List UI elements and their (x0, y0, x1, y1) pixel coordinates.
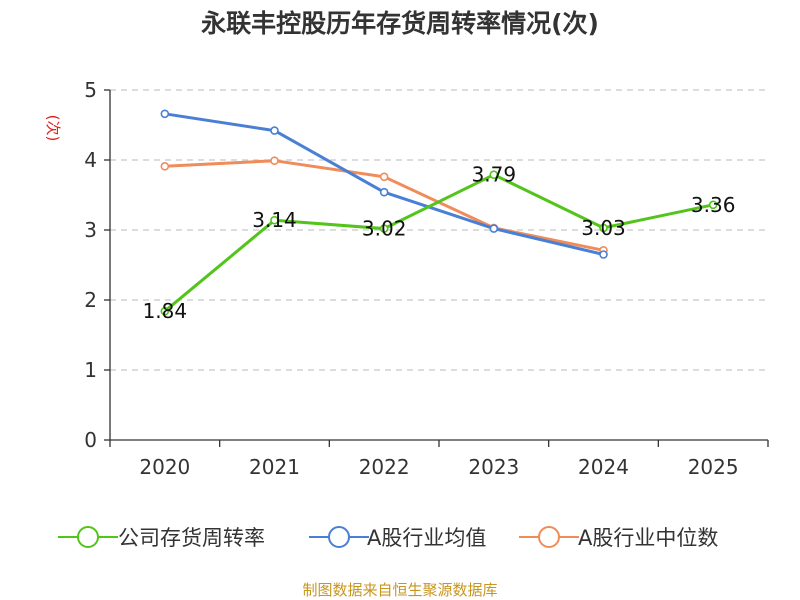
series-layer (160, 109, 718, 316)
y-tick-label-2: 2 (84, 288, 97, 312)
series-1-point-2023 (489, 224, 499, 233)
series-2 (160, 156, 608, 255)
x-tick-label-2025: 2025 (688, 455, 739, 479)
series-0-point-2023 (489, 170, 499, 179)
y-tick-label-3: 3 (84, 218, 97, 242)
y-axis-label: (次) (44, 115, 62, 142)
series-1-point-2020 (160, 109, 170, 119)
series-0-point-2025 (708, 200, 718, 210)
source-note: 制图数据来自恒生聚源数据库 (302, 581, 497, 599)
data-label-2025: 3.36 (691, 193, 736, 217)
series-1 (160, 109, 608, 259)
x-tick-label-2023: 2023 (468, 455, 519, 479)
legend-marker-1 (328, 526, 350, 548)
legend-label-2: A股行业中位数 (578, 526, 718, 550)
x-tick-label-2022: 2022 (359, 455, 410, 479)
series-0-point-2024 (599, 223, 608, 233)
grid-layer (110, 89, 768, 371)
x-tick-label-2024: 2024 (578, 455, 629, 479)
series-line-0 (163, 173, 714, 313)
y-tick-label-0: 0 (84, 428, 97, 452)
series-0-point-2022 (379, 224, 389, 233)
legend-item-1: A股行业均值 (309, 526, 486, 550)
legend: 公司存货周转率 A股行业均值 A股行业中位数 (58, 526, 718, 550)
legend-item-2: A股行业中位数 (519, 526, 718, 550)
chart-title: 永联丰控股历年存货周转率情况(次) (201, 9, 599, 38)
series-2-point-2022 (379, 172, 389, 182)
data-label-2020: 1.84 (143, 299, 188, 323)
legend-label-0: 公司存货周转率 (118, 526, 265, 550)
legend-label-1: A股行业均值 (367, 526, 486, 550)
y-tick-label-1: 1 (84, 358, 97, 382)
legend-item-0: 公司存货周转率 (58, 526, 265, 550)
data-label-2022: 3.02 (362, 217, 407, 241)
legend-marker-2 (538, 526, 560, 548)
x-tick-label-2021: 2021 (249, 455, 300, 479)
series-1-point-2022 (379, 187, 389, 197)
data-label-layer: 1.84 3.14 3.02 3.79 3.03 3.36 (143, 163, 736, 324)
data-label-2024: 3.03 (581, 216, 626, 240)
y-tick-label-5: 5 (84, 78, 97, 102)
data-label-2023: 3.79 (472, 163, 517, 187)
series-0-point-2020 (160, 306, 170, 316)
y-tick-label-4: 4 (84, 148, 97, 172)
series-0 (160, 170, 718, 316)
series-1-point-2021 (270, 126, 279, 135)
series-2-point-2021 (270, 156, 279, 165)
axis-layer: 0 1 2 3 4 5 2020 2021 2022 2023 2024 2025 (84, 78, 769, 479)
series-1-point-2024 (599, 250, 608, 259)
series-0-point-2021 (270, 215, 279, 225)
data-label-2021: 3.14 (252, 208, 297, 232)
legend-marker-0 (77, 526, 99, 548)
series-2-point-2020 (160, 162, 170, 171)
x-tick-label-2020: 2020 (139, 455, 190, 479)
